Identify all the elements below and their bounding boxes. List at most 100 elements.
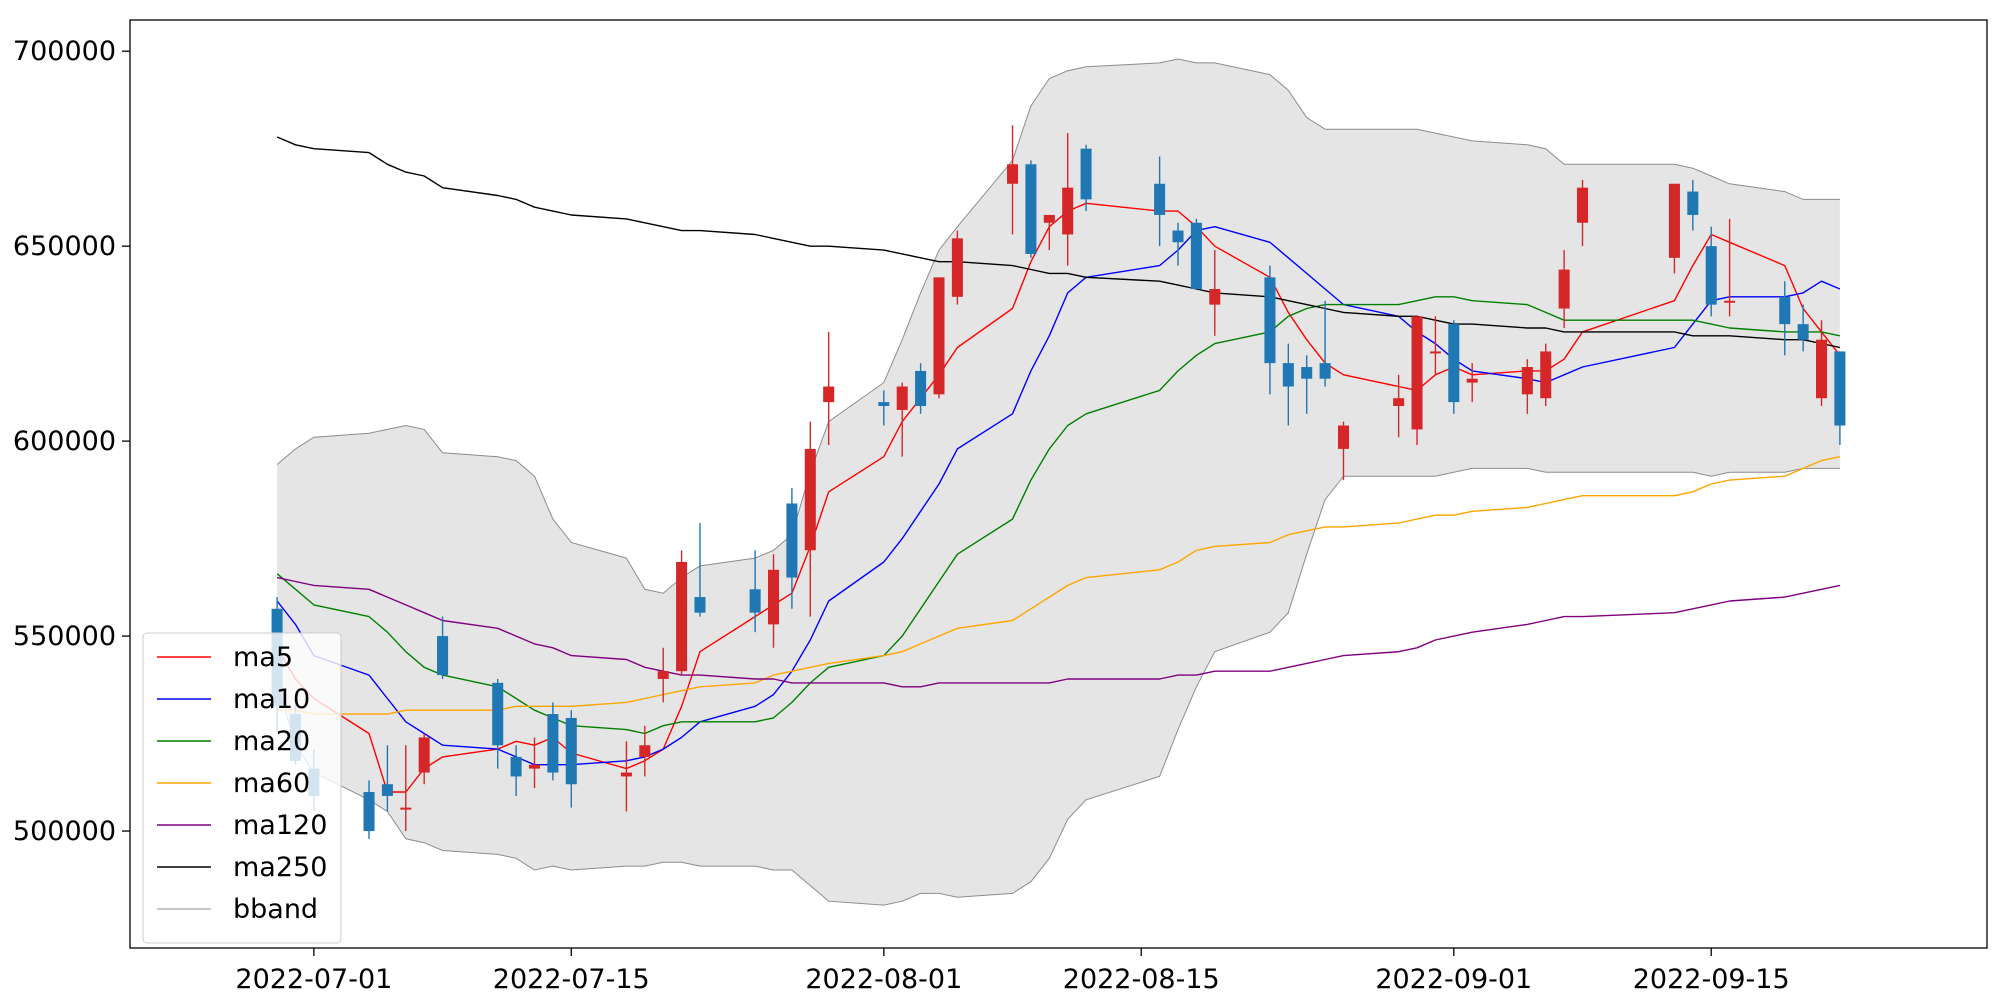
candle-body: [381, 784, 393, 796]
candle-body: [1154, 183, 1166, 215]
candle: [1687, 179, 1699, 231]
candle-body: [1393, 398, 1405, 407]
legend-label-bband: bband: [233, 894, 318, 925]
candle-body: [767, 569, 780, 625]
candle: [1172, 222, 1184, 266]
candle-body: [400, 807, 412, 810]
candle-body: [1264, 277, 1276, 364]
candle-body: [1282, 363, 1294, 387]
x-tick-label: 2022-09-01: [1375, 964, 1532, 995]
ma120-series-line: [276, 576, 1841, 688]
bband-fill: [277, 59, 1840, 906]
candle-body: [1007, 164, 1019, 184]
candle: [823, 331, 835, 446]
candle-body: [1319, 363, 1331, 379]
legend-label-ma250: ma250: [233, 852, 327, 883]
candle-body: [1209, 289, 1221, 305]
candle-body: [1080, 148, 1092, 200]
candle-body: [1466, 378, 1478, 383]
legend-label-ma5: ma5: [233, 642, 293, 673]
candle-body: [620, 772, 632, 777]
candle-body: [510, 756, 522, 777]
candle-layer: [271, 125, 1846, 839]
candle-body: [1540, 351, 1552, 399]
ma60-series-line: [277, 456, 1841, 715]
y-tick-label: 600000: [13, 426, 116, 457]
x-tick-label: 2022-09-15: [1633, 964, 1790, 995]
candle: [528, 737, 541, 789]
y-tick-label: 500000: [13, 816, 116, 847]
candle: [639, 725, 651, 777]
candle: [786, 487, 798, 609]
candle: [1264, 265, 1276, 395]
candle: [1282, 343, 1294, 426]
candle: [1025, 160, 1037, 258]
candle: [492, 678, 504, 769]
candle-body: [1337, 425, 1350, 449]
bband-upper-line: [276, 58, 1840, 594]
legend-label-ma60: ma60: [233, 768, 310, 799]
candle-body: [915, 370, 927, 407]
candle-body: [1190, 222, 1202, 290]
candle: [565, 710, 577, 808]
candle: [1190, 218, 1202, 290]
candle-body: [1558, 269, 1570, 309]
candle: [1393, 374, 1405, 438]
candle: [547, 702, 559, 781]
candle: [1816, 320, 1828, 407]
candle-body: [1816, 339, 1828, 399]
candle: [804, 421, 816, 617]
candle: [1080, 144, 1092, 212]
legend-label-ma120: ma120: [233, 810, 327, 841]
candle-body: [1448, 324, 1460, 403]
candle: [1705, 226, 1717, 317]
candle-body: [896, 386, 908, 410]
candle: [1007, 125, 1019, 235]
candle: [1319, 300, 1331, 387]
candle: [767, 554, 780, 648]
ma5-series-line: [276, 202, 1841, 793]
candle-body: [492, 682, 504, 746]
y-tick-label: 650000: [13, 231, 116, 262]
candle-body: [363, 792, 375, 832]
candle: [1576, 179, 1589, 247]
axes: 500000 550000 600000 650000 700000 2022-07-01…: [13, 36, 1790, 995]
y-tick-label: 550000: [13, 621, 116, 652]
candle: [1724, 218, 1736, 317]
candle: [1834, 351, 1846, 446]
candle: [1337, 421, 1350, 481]
candle: [363, 780, 375, 839]
candle: [1558, 250, 1570, 329]
candle-body: [694, 597, 706, 613]
candle-body: [639, 745, 651, 757]
candle-body: [1062, 187, 1074, 235]
x-tick-label: 2022-08-15: [1063, 964, 1220, 995]
candle-body: [565, 717, 577, 785]
candle: [437, 616, 449, 679]
candle: [510, 745, 522, 796]
candle: [1668, 183, 1680, 274]
candle-body: [1705, 246, 1717, 305]
candle-body: [1043, 214, 1055, 223]
candle-body: [878, 402, 890, 407]
candle-body: [1172, 230, 1184, 243]
candle: [1466, 363, 1478, 403]
candle-body: [1834, 351, 1846, 426]
candle: [1154, 156, 1166, 247]
candle-body: [1779, 296, 1791, 325]
candle-body: [1301, 367, 1313, 379]
candle-body: [1429, 351, 1441, 354]
legend: ma5 ma10 ma20 ma60 ma120 ma250 bband: [142, 632, 342, 944]
y-tick-label: 700000: [13, 36, 116, 67]
moving-average-layer: [276, 136, 1841, 793]
candle: [878, 390, 890, 426]
ma10-series-line: [276, 226, 1841, 766]
candle: [933, 277, 945, 399]
candle: [1209, 250, 1221, 336]
candle: [1521, 359, 1533, 414]
legend-box: [142, 632, 342, 944]
candle: [1043, 214, 1055, 251]
candle-body: [1576, 187, 1589, 223]
candle-body: [1687, 191, 1699, 215]
